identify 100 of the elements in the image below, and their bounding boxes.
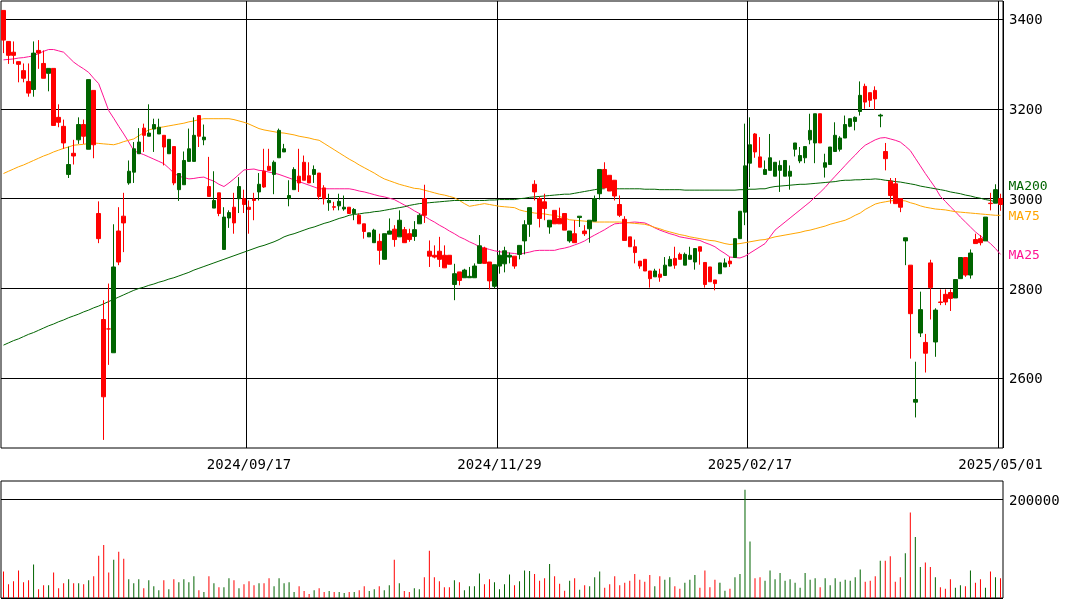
- candlestick: [46, 67, 51, 92]
- y-tick-label: 2800: [1009, 280, 1043, 297]
- candlestick: [337, 193, 341, 211]
- candlestick: [197, 115, 201, 148]
- candlestick: [658, 268, 662, 283]
- line-series: [3, 118, 1001, 245]
- candlestick: [96, 200, 101, 244]
- candlestick: [923, 333, 928, 374]
- candlestick: [452, 263, 457, 301]
- candlestick: [858, 80, 862, 117]
- candlestick: [267, 148, 271, 171]
- candlestick: [207, 156, 211, 197]
- candlestick: [162, 134, 166, 166]
- candlestick: [1, 9, 6, 54]
- candlestick: [412, 220, 417, 242]
- candlestick: [903, 237, 908, 266]
- candlestick: [883, 142, 888, 171]
- y-tick-label: 3400: [1009, 10, 1043, 27]
- candlestick: [913, 361, 918, 418]
- candlestick: [352, 207, 356, 221]
- candlestick: [698, 246, 702, 266]
- candlestick: [567, 230, 572, 244]
- candlestick: [76, 116, 81, 145]
- candlestick: [532, 179, 537, 201]
- candlestick: [347, 206, 351, 214]
- candlestick: [36, 39, 41, 70]
- y-tick-label: 2600: [1009, 370, 1043, 387]
- candlestick: [342, 195, 346, 212]
- candlestick: [237, 176, 241, 214]
- candlestick: [81, 119, 86, 145]
- candlestick: [547, 219, 552, 235]
- candlestick: [262, 148, 266, 189]
- candlestick: [21, 62, 26, 83]
- candlestick: [582, 224, 587, 237]
- candlestick: [572, 219, 577, 244]
- candlestick: [918, 291, 923, 338]
- candlestick: [477, 234, 482, 264]
- candlestick: [958, 257, 963, 280]
- candlestick: [933, 307, 938, 358]
- candlestick: [257, 172, 261, 201]
- x-tick-label: 2025/05/01: [958, 456, 1043, 472]
- candlestick: [512, 255, 517, 270]
- candlestick: [417, 212, 422, 225]
- candlestick: [232, 192, 236, 235]
- candlestick: [247, 199, 251, 235]
- candlestick: [748, 116, 752, 188]
- candlestick: [292, 166, 296, 191]
- candlestick: [116, 206, 121, 266]
- candlestick: [793, 142, 797, 157]
- candlestick: [41, 49, 46, 79]
- x-tick-label: 2024/11/29: [457, 456, 542, 472]
- candlestick: [26, 62, 31, 98]
- candlestick: [16, 61, 21, 83]
- series-label: MA75: [1008, 207, 1040, 223]
- candlestick: [202, 124, 206, 146]
- candlestick: [988, 192, 993, 211]
- candlestick: [728, 256, 732, 268]
- x-tick-label: 2024/09/17: [206, 456, 292, 472]
- candlestick: [61, 119, 66, 150]
- candlestick: [993, 183, 998, 204]
- candlestick: [242, 189, 246, 214]
- y-tick-label: 3200: [1009, 100, 1043, 117]
- candlestick: [287, 179, 291, 207]
- candlestick: [327, 193, 331, 212]
- candlestick: [818, 113, 822, 144]
- candlestick: [878, 113, 883, 128]
- candlestick: [983, 216, 988, 242]
- candlestick: [252, 192, 256, 221]
- candlestick: [963, 257, 968, 278]
- candlestick: [758, 136, 762, 168]
- candlestick: [517, 244, 522, 260]
- candlestick: [91, 89, 96, 159]
- candlestick: [147, 103, 151, 137]
- candlestick: [86, 79, 91, 150]
- candlestick: [142, 123, 146, 153]
- candlestick: [66, 146, 71, 179]
- candlestick: [617, 195, 622, 218]
- candlestick: [928, 259, 933, 321]
- candlestick: [998, 193, 1003, 212]
- series-label: MA25: [1008, 246, 1040, 262]
- candlestick: [121, 192, 126, 253]
- candlestick: [753, 132, 757, 159]
- candlestick: [71, 139, 76, 166]
- candlestick: [332, 201, 336, 211]
- candlestick: [908, 264, 913, 360]
- candlestick: [212, 170, 216, 209]
- candlestick: [392, 224, 397, 248]
- candlestick: [167, 138, 171, 155]
- x-tick-label: 2025/02/17: [707, 456, 793, 472]
- candlestick: [968, 248, 973, 280]
- candlestick: [272, 159, 276, 195]
- candlestick: [577, 215, 582, 228]
- line-series: [3, 49, 1001, 259]
- y-tick-label: 200000: [1009, 491, 1060, 508]
- candlestick: [312, 164, 316, 184]
- candlestick: [377, 233, 382, 266]
- candlestick: [953, 279, 958, 299]
- candlestick: [457, 271, 462, 286]
- candlestick: [653, 268, 657, 278]
- candlestick: [31, 40, 36, 98]
